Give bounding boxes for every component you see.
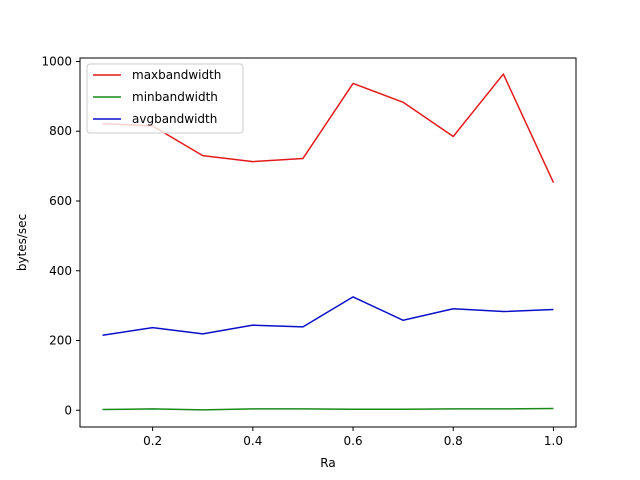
y-tick-label: 800 [49, 124, 72, 138]
legend-label-maxbandwidth: maxbandwidth [132, 68, 221, 82]
y-tick-label: 400 [49, 264, 72, 278]
series-line-maxbandwidth [102, 73, 555, 183]
x-tick-label: 0.2 [143, 434, 162, 448]
x-tick-label: 1.0 [544, 434, 563, 448]
x-axis: 0.2 0.4 0.6 0.8 1.0 [143, 427, 563, 448]
y-tick-label: 600 [49, 194, 72, 208]
legend-label-minbandwidth: minbandwidth [132, 90, 218, 104]
series-line-avgbandwidth [102, 296, 554, 337]
legend: maxbandwidth minbandwidth avgbandwidth [86, 63, 244, 134]
x-tick-label: 0.8 [444, 434, 463, 448]
series-layer [102, 73, 555, 411]
y-tick-label: 1000 [41, 54, 72, 68]
y-axis: 0 200 400 600 800 1000 [41, 54, 80, 417]
y-tick-label: 200 [49, 334, 72, 348]
plot-frame [79, 57, 577, 428]
legend-box [86, 63, 244, 134]
x-tick-label: 0.6 [344, 434, 363, 448]
x-axis-label: Ra [320, 456, 335, 470]
x-tick-label: 0.4 [243, 434, 262, 448]
series-line-minbandwidth [102, 407, 554, 411]
legend-label-avgbandwidth: avgbandwidth [132, 112, 217, 126]
y-axis-label: bytes/sec [15, 214, 29, 271]
y-tick-label: 0 [64, 403, 72, 417]
